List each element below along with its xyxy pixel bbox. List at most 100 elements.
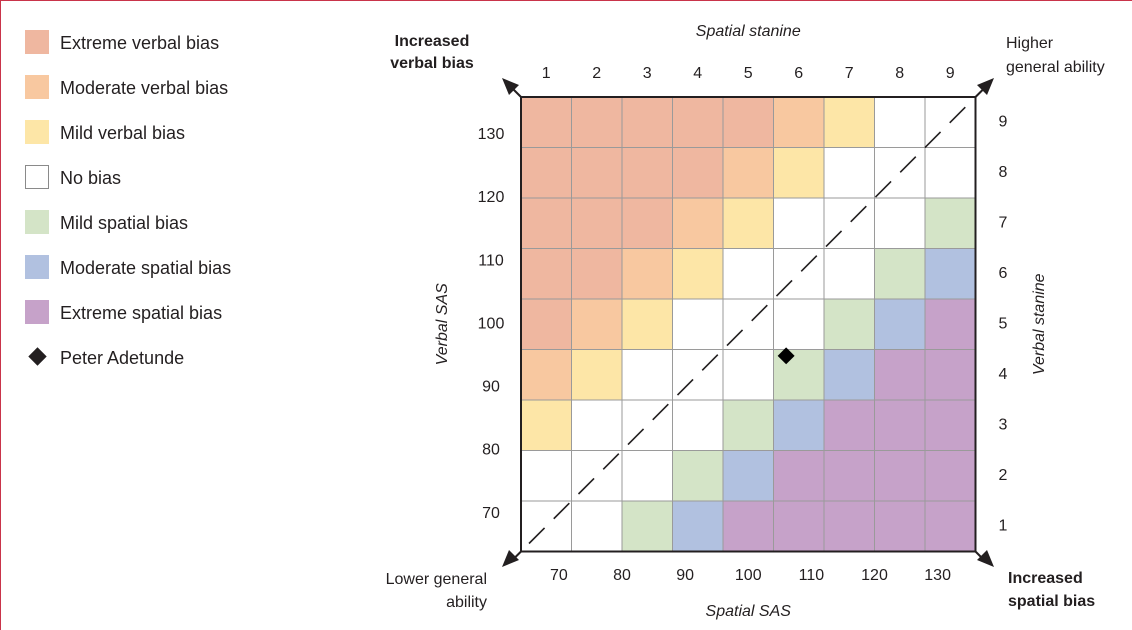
heatmap-cell xyxy=(520,248,572,300)
legend-label: Mild verbal bias xyxy=(60,123,186,143)
heatmap-cell xyxy=(672,147,724,199)
x-tick-label: 100 xyxy=(735,567,762,584)
heatmap-cell xyxy=(672,399,724,451)
top-tick-label: 8 xyxy=(895,65,904,82)
heatmap-cell xyxy=(520,349,572,401)
top-tick-label: 1 xyxy=(542,65,551,82)
corner-label-bottom-left: ability xyxy=(446,594,487,611)
heatmap-cell xyxy=(621,450,673,502)
legend-swatch xyxy=(25,75,49,99)
heatmap-cell xyxy=(722,197,774,249)
heatmap-cell xyxy=(924,399,976,451)
top-tick-label: 6 xyxy=(794,65,803,82)
heatmap-cell xyxy=(672,96,724,148)
heatmap-cell xyxy=(924,500,976,552)
heatmap-cell xyxy=(924,147,976,199)
heatmap-cell xyxy=(722,96,774,148)
heatmap-cell xyxy=(571,96,623,148)
heatmap-cell xyxy=(874,248,926,300)
right-tick-label: 5 xyxy=(999,315,1008,332)
heatmap-cell xyxy=(823,349,875,401)
heatmap-cell xyxy=(672,450,724,502)
arrow-head-top-left xyxy=(502,78,519,95)
legend-label: Peter Adetunde xyxy=(60,348,185,368)
heatmap-cell xyxy=(773,399,825,451)
heatmap-cell xyxy=(672,197,724,249)
y-tick-label: 70 xyxy=(482,505,500,522)
heatmap-cell xyxy=(672,298,724,350)
legend-swatch xyxy=(25,165,49,189)
heatmap-cell xyxy=(722,500,774,552)
heatmap-cell xyxy=(924,298,976,350)
right-tick-label: 2 xyxy=(999,467,1008,484)
x-tick-label: 120 xyxy=(861,567,888,584)
top-tick-label: 4 xyxy=(693,65,702,82)
heatmap-cell xyxy=(520,298,572,350)
heatmap-cell xyxy=(924,248,976,300)
y-tick-label: 120 xyxy=(478,189,505,206)
arrow-head-bottom-left xyxy=(502,550,519,567)
heatmap-cell xyxy=(773,450,825,502)
heatmap-cell xyxy=(520,147,572,199)
heatmap-cell xyxy=(672,500,724,552)
x-tick-label: 70 xyxy=(550,567,568,584)
corner-label-top-left: Increased xyxy=(395,33,470,50)
heatmap-cell xyxy=(874,96,926,148)
heatmap-cell xyxy=(520,399,572,451)
heatmap-cell xyxy=(773,96,825,148)
y-tick-label: 100 xyxy=(478,315,505,332)
x-tick-label: 130 xyxy=(924,567,951,584)
heatmap-cell xyxy=(571,298,623,350)
heatmap-cell xyxy=(773,298,825,350)
legend-swatch xyxy=(25,255,49,279)
heatmap-cell xyxy=(773,147,825,199)
legend-swatch xyxy=(25,30,49,54)
corner-label-bottom-right: Increased xyxy=(1008,570,1083,587)
heatmap-cell xyxy=(773,500,825,552)
right-tick-label: 9 xyxy=(999,113,1008,130)
heatmap-cell xyxy=(621,96,673,148)
arrow-line-top-left xyxy=(512,88,522,98)
top-axis-title: Spatial stanine xyxy=(696,23,801,40)
heatmap-cell xyxy=(773,197,825,249)
heatmap-cell xyxy=(571,197,623,249)
heatmap-cell xyxy=(520,197,572,249)
x-tick-label: 90 xyxy=(676,567,694,584)
heatmap-cell xyxy=(823,298,875,350)
right-tick-label: 7 xyxy=(999,214,1008,231)
heatmap-cell xyxy=(621,248,673,300)
y-axis-title: Verbal SAS xyxy=(434,283,451,365)
heatmap-cell xyxy=(672,248,724,300)
legend-label: Moderate spatial bias xyxy=(60,258,232,278)
legend-swatch xyxy=(25,210,49,234)
heatmap-cell xyxy=(823,500,875,552)
corner-label-bottom-left: Lower general xyxy=(386,571,487,588)
right-tick-label: 6 xyxy=(999,265,1008,282)
legend-label: Moderate verbal bias xyxy=(60,78,229,98)
right-tick-label: 3 xyxy=(999,416,1008,433)
right-tick-label: 8 xyxy=(999,164,1008,181)
arrow-head-bottom-right xyxy=(977,550,994,567)
heatmap-cell xyxy=(722,349,774,401)
x-tick-label: 110 xyxy=(799,567,825,584)
legend-label: Extreme spatial bias xyxy=(60,303,223,323)
top-tick-label: 2 xyxy=(592,65,601,82)
top-tick-label: 7 xyxy=(845,65,854,82)
grid-border xyxy=(520,96,977,553)
heatmap-cell xyxy=(571,399,623,451)
heatmap-cell xyxy=(571,500,623,552)
heatmap-cell xyxy=(520,450,572,502)
y-tick-label: 90 xyxy=(482,379,500,396)
heatmap-cell xyxy=(722,147,774,199)
legend-swatch xyxy=(25,300,49,324)
heatmap-cell xyxy=(924,349,976,401)
y-tick-label: 80 xyxy=(482,442,500,459)
top-tick-label: 9 xyxy=(946,65,955,82)
legend-label: Extreme verbal bias xyxy=(60,33,220,53)
heatmap-cell xyxy=(823,147,875,199)
x-tick-label: 80 xyxy=(613,567,631,584)
heatmap-cell xyxy=(621,298,673,350)
heatmap-cell xyxy=(823,450,875,502)
